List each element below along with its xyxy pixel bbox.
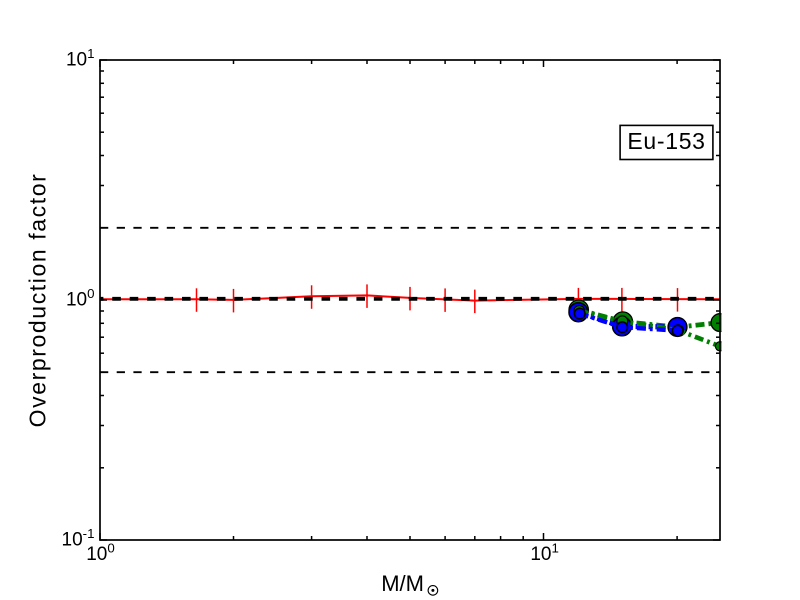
svg-text:Eu-153: Eu-153 <box>627 128 705 154</box>
svg-text:100: 100 <box>86 541 115 565</box>
svg-text:Overproduction factor: Overproduction factor <box>24 173 50 428</box>
svg-text:M/M: M/M <box>381 571 424 596</box>
